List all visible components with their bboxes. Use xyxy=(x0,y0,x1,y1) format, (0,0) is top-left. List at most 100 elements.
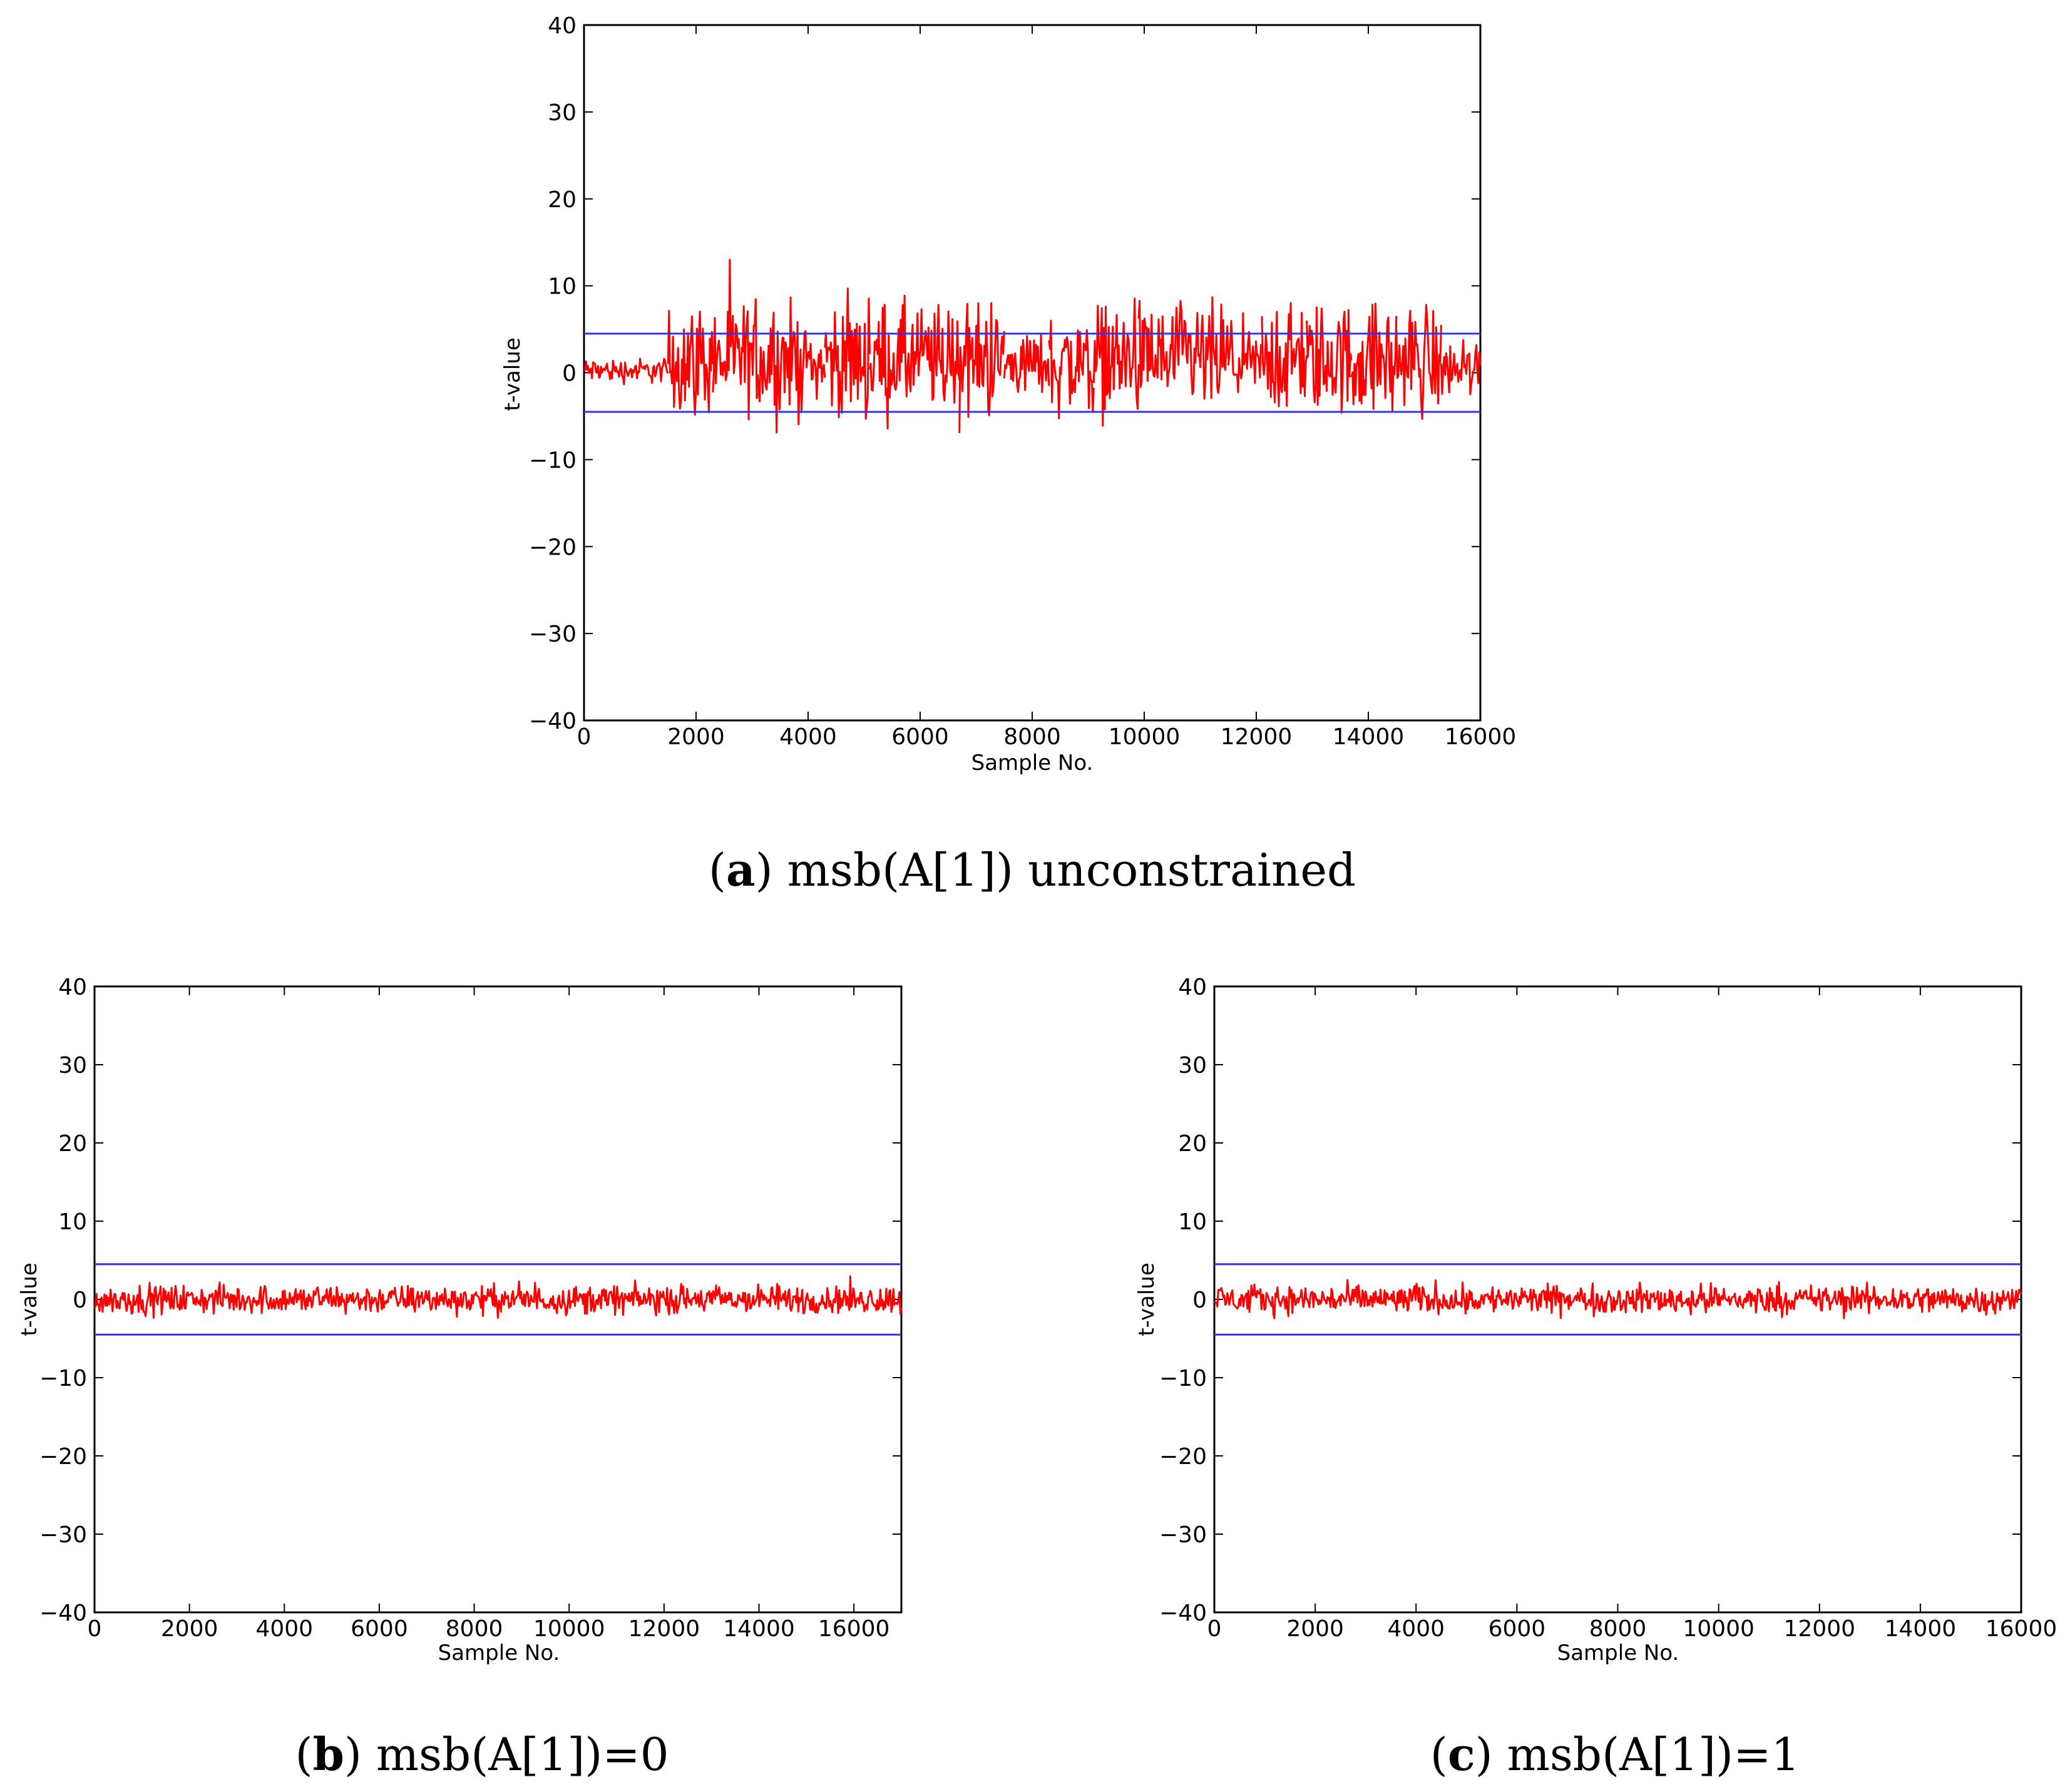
signal-trace xyxy=(1214,1279,2022,1319)
x-tick-label: 16000 xyxy=(1445,724,1517,750)
axis-ticks: −40 −30 −20 −10 0 10 20 30 40 0 2000 4000 6000 8000 10… xyxy=(39,975,901,1642)
panel-caption-text: msb(A[1]) unconstrained xyxy=(787,844,1356,896)
signal-segment xyxy=(1261,302,1308,407)
signal-trace xyxy=(93,1275,903,1319)
x-tick-label: 14000 xyxy=(723,1616,795,1642)
x-tick-label: 10000 xyxy=(1109,724,1181,750)
y-axis-label: t-value xyxy=(500,337,525,411)
panel-caption: (b) msb(A[1])=0 xyxy=(295,1728,669,1781)
y-tick-label: −40 xyxy=(39,1600,87,1626)
signal-segment xyxy=(712,259,759,421)
panel-letter: b xyxy=(313,1728,344,1781)
signal-segment xyxy=(1137,300,1185,388)
y-tick-label: 0 xyxy=(1192,1288,1207,1313)
y-tick-label: 10 xyxy=(58,1209,87,1235)
panel-letter: a xyxy=(726,843,756,896)
x-tick-label: 10000 xyxy=(1683,1616,1755,1642)
signal-segment xyxy=(667,310,714,416)
chart-panel-b: −40 −30 −20 −10 0 10 20 30 40 0 2000 4000 6000 8000 10… xyxy=(17,975,903,1781)
signal-segment xyxy=(1214,1279,2022,1319)
x-tick-label: 8000 xyxy=(1589,1616,1647,1642)
panel-caption-text: msb(A[1])=0 xyxy=(376,1728,669,1781)
signal-segment xyxy=(1440,339,1482,396)
y-tick-label: 30 xyxy=(1178,1053,1207,1078)
signal-segment xyxy=(1092,297,1140,427)
axis-ticks: −40 −30 −20 −10 0 10 20 30 40 0 2000 4000 6000 8000 10… xyxy=(1159,975,2057,1642)
signal-segment xyxy=(93,1275,903,1319)
y-tick-label: −20 xyxy=(39,1444,87,1470)
x-tick-label: 0 xyxy=(88,1616,102,1642)
x-tick-label: 2000 xyxy=(161,1616,218,1642)
signal-segment xyxy=(1395,304,1442,420)
x-tick-label: 2000 xyxy=(1286,1616,1344,1642)
plot-frame xyxy=(583,24,1482,722)
y-tick-label: 10 xyxy=(548,274,576,300)
threshold-lines xyxy=(1214,1263,2021,1336)
y-tick-label: −30 xyxy=(529,622,576,647)
signal-trace xyxy=(583,259,1482,434)
chart-panel-a: −40 −30 −20 −10 0 10 20 30 40 0 2000 4000 6000 8000 10… xyxy=(500,13,1516,896)
x-tick-label: 14000 xyxy=(1333,724,1405,750)
x-tick-label: 8000 xyxy=(446,1616,503,1642)
x-tick-label: 12000 xyxy=(628,1616,700,1642)
panel-caption: (c) msb(A[1])=1 xyxy=(1430,1728,1800,1781)
y-tick-label: 40 xyxy=(58,975,87,1000)
signal-segment xyxy=(869,294,916,430)
signal-segment xyxy=(1350,302,1398,412)
x-tick-label: 16000 xyxy=(818,1616,890,1642)
x-axis-label: Sample No. xyxy=(438,1641,560,1666)
panel-caption-text: msb(A[1])=1 xyxy=(1507,1728,1800,1781)
y-tick-label: −30 xyxy=(39,1522,87,1548)
x-tick-label: 6000 xyxy=(1489,1616,1546,1642)
panel-caption: (a) msb(A[1]) unconstrained xyxy=(709,843,1356,896)
signal-segment xyxy=(1003,332,1050,393)
signal-segment xyxy=(757,296,804,434)
signal-segment xyxy=(1048,319,1095,419)
y-tick-label: 10 xyxy=(1178,1209,1207,1235)
y-tick-label: −40 xyxy=(1159,1600,1207,1626)
signal-segment xyxy=(1306,306,1353,414)
x-axis-label: Sample No. xyxy=(1557,1641,1679,1666)
x-tick-label: 4000 xyxy=(255,1616,313,1642)
y-tick-label: −10 xyxy=(1159,1366,1207,1391)
signal-segment xyxy=(801,330,826,400)
y-axis-label: t-value xyxy=(1134,1262,1159,1336)
y-tick-label: −20 xyxy=(1159,1444,1207,1470)
x-tick-label: 0 xyxy=(1207,1616,1222,1642)
y-tick-label: 20 xyxy=(58,1131,87,1157)
y-tick-label: −40 xyxy=(529,709,576,734)
x-tick-label: 6000 xyxy=(891,724,949,750)
y-tick-label: −20 xyxy=(529,535,576,560)
y-tick-label: 20 xyxy=(1178,1131,1207,1157)
chart-panel-c: −40 −30 −20 −10 0 10 20 30 40 0 2000 4000 6000 8000 10… xyxy=(1134,975,2057,1781)
x-tick-label: 4000 xyxy=(1387,1616,1445,1642)
panel-letter: c xyxy=(1448,1728,1475,1781)
y-tick-label: 0 xyxy=(73,1288,87,1313)
signal-segment xyxy=(1182,296,1229,400)
y-tick-label: −10 xyxy=(529,448,576,473)
y-tick-label: 30 xyxy=(548,100,576,126)
signal-segment xyxy=(583,357,669,386)
threshold-lines xyxy=(584,332,1480,413)
x-tick-label: 16000 xyxy=(1986,1616,2057,1642)
y-tick-label: 40 xyxy=(1178,975,1207,1000)
x-tick-label: 6000 xyxy=(351,1616,408,1642)
signal-segment xyxy=(824,287,871,420)
x-tick-label: 10000 xyxy=(533,1616,605,1642)
y-tick-label: 30 xyxy=(58,1053,87,1078)
y-tick-label: −10 xyxy=(39,1366,87,1391)
y-tick-label: 40 xyxy=(548,13,576,39)
threshold-lines xyxy=(95,1263,901,1336)
signal-segment xyxy=(913,304,961,404)
x-tick-label: 0 xyxy=(577,724,592,750)
x-tick-label: 14000 xyxy=(1885,1616,1957,1642)
y-tick-label: −30 xyxy=(1159,1522,1207,1548)
y-tick-label: 20 xyxy=(548,187,576,213)
x-axis-label: Sample No. xyxy=(971,750,1094,776)
x-tick-label: 8000 xyxy=(1003,724,1061,750)
x-tick-label: 12000 xyxy=(1783,1616,1855,1642)
x-tick-label: 2000 xyxy=(667,724,725,750)
x-tick-label: 12000 xyxy=(1221,724,1293,750)
axis-ticks: −40 −30 −20 −10 0 10 20 30 40 0 2000 4000 6000 8000 10… xyxy=(529,13,1516,750)
